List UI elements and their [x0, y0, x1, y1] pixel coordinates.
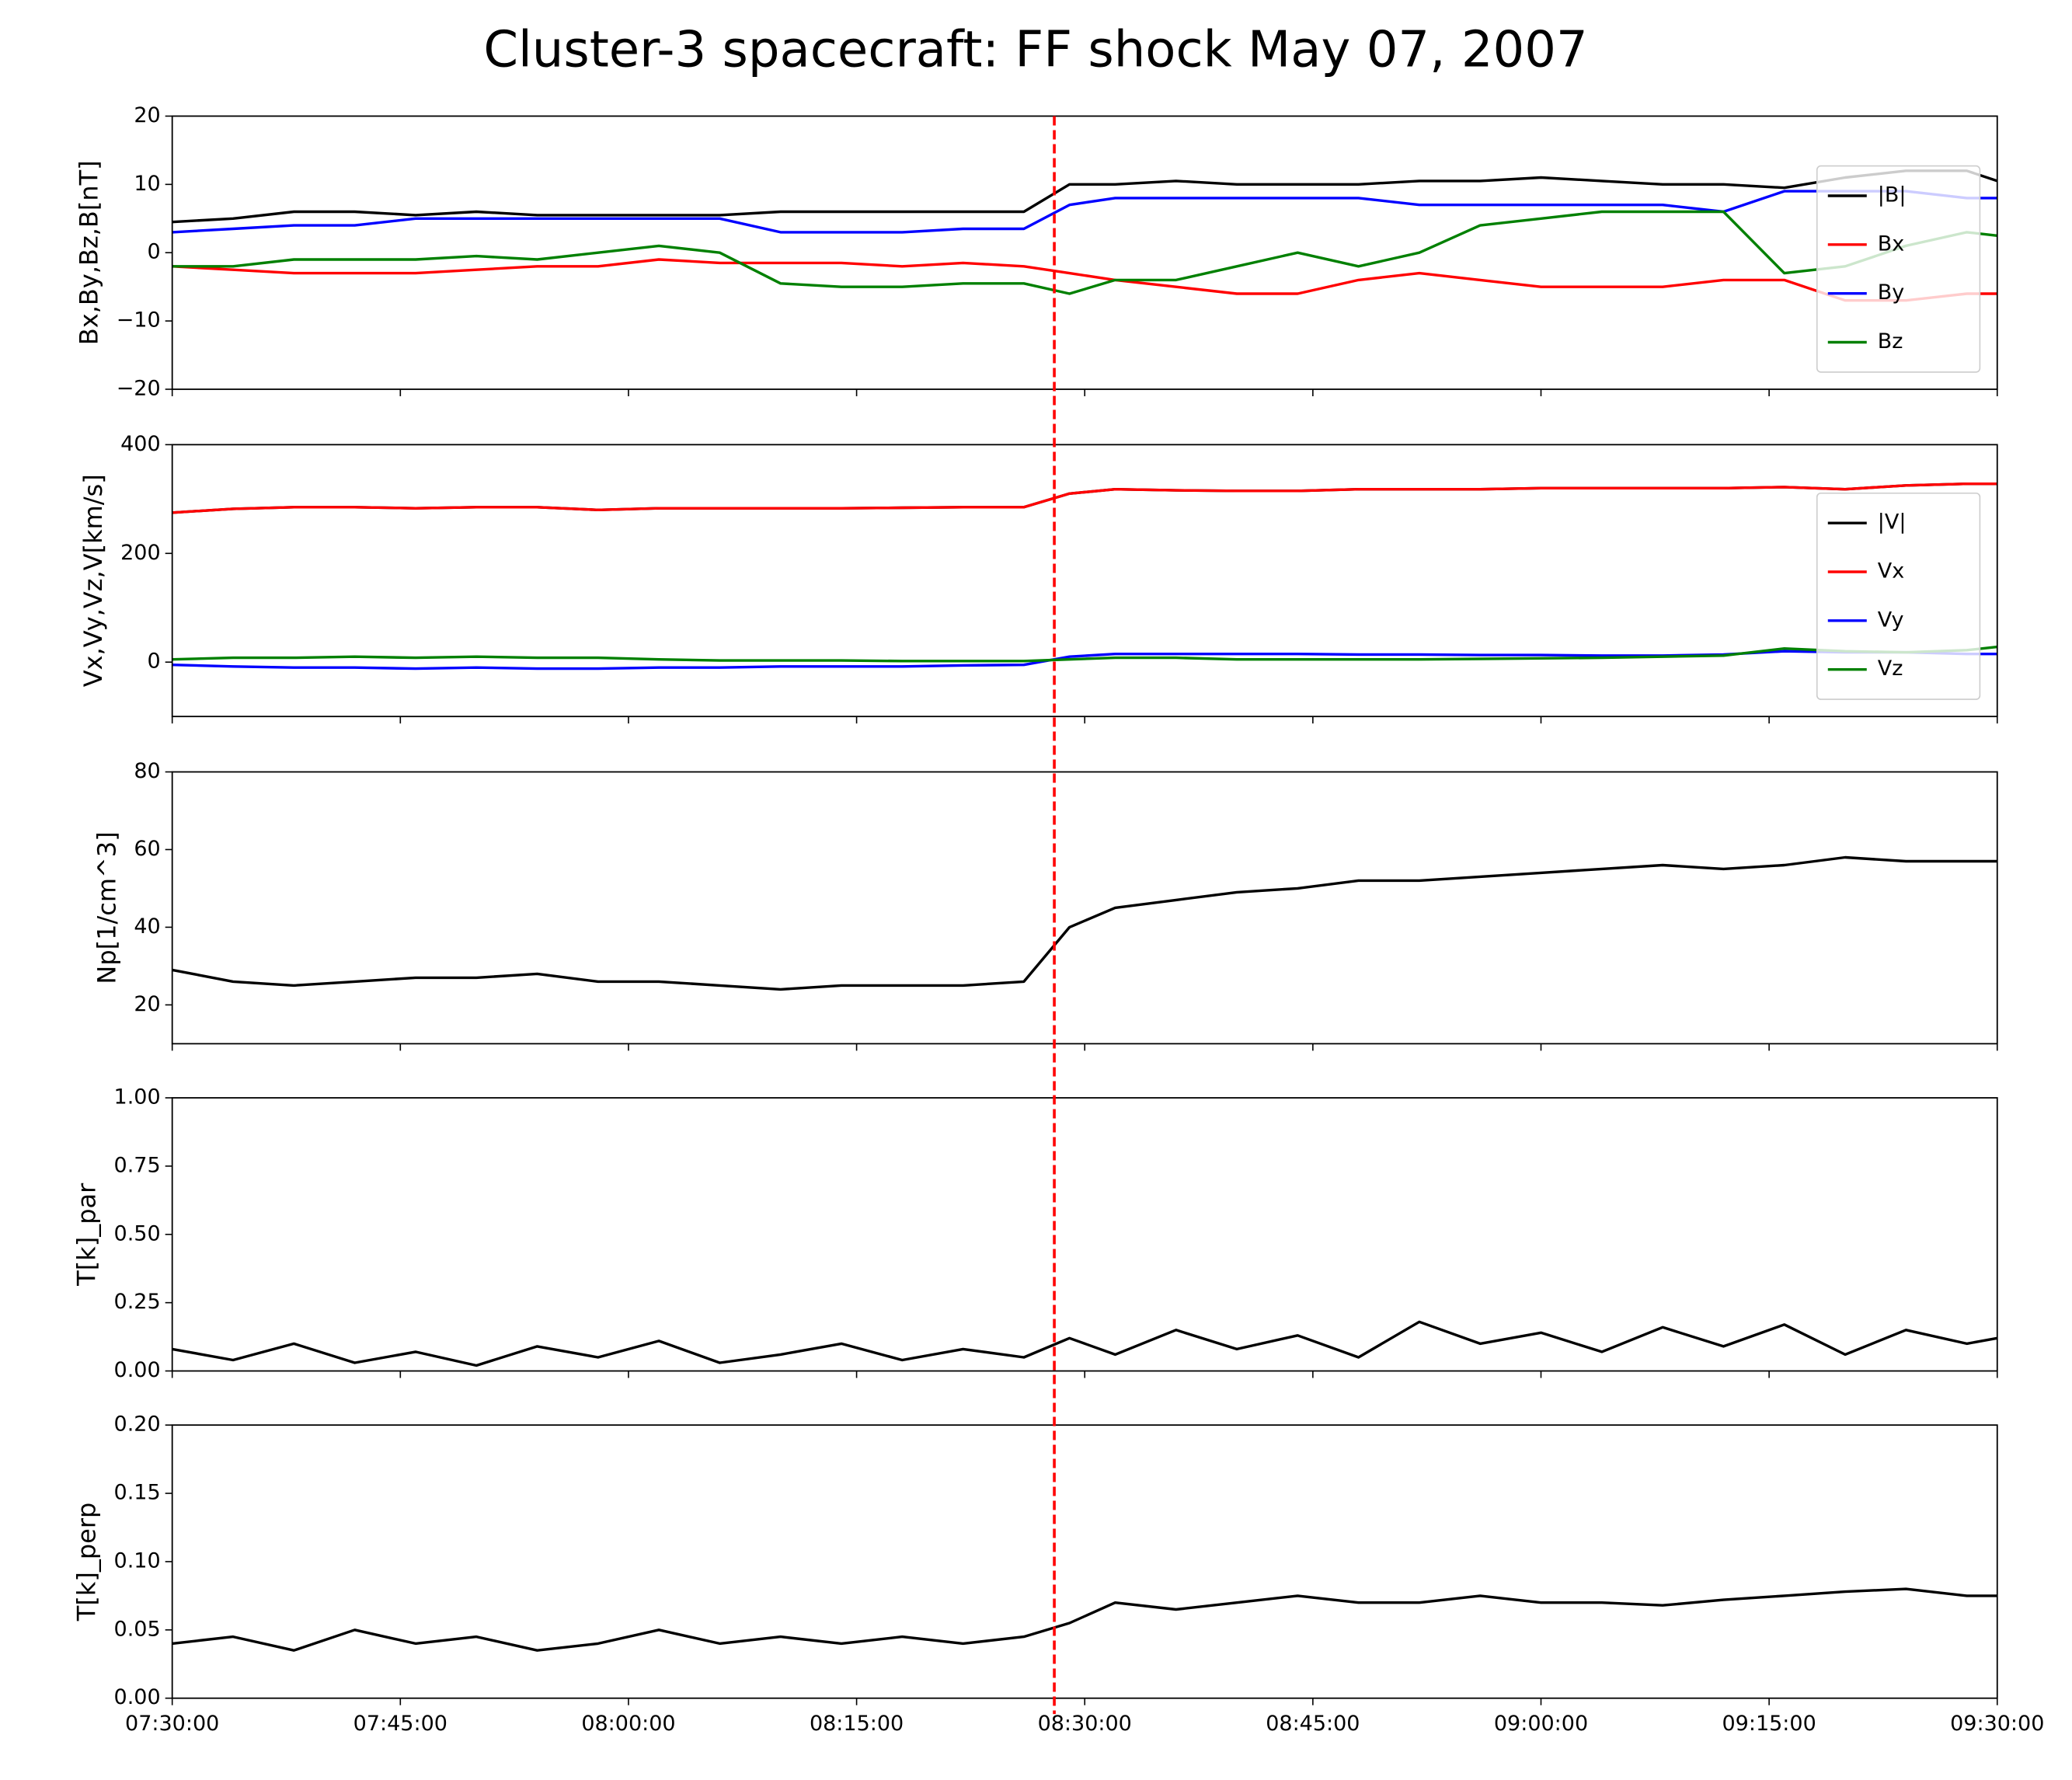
y-tick-label: 0: [147, 240, 160, 264]
axes-frame: [171, 1424, 1998, 1699]
x-tick-label: 08:30:00: [1038, 1712, 1132, 1736]
x-tick-label: 09:15:00: [1722, 1712, 1816, 1736]
data-line: [172, 1320, 1998, 1367]
data-line: [172, 169, 1998, 224]
y-axis-label: T[k]_par: [72, 1183, 102, 1287]
legend-label: By: [1878, 280, 1905, 305]
y-tick-label: 0.15: [114, 1481, 161, 1505]
legend-box: [1816, 165, 1981, 373]
data-line: [172, 482, 1997, 514]
y-axis-label: Np[1/cm^3]: [92, 831, 121, 984]
x-tick-label: 09:00:00: [1494, 1712, 1588, 1736]
x-tick-label: 08:15:00: [810, 1712, 904, 1736]
panel: −20 −10 0 10 20 Bx,By,Bz,B[nT] |B| Bx By Bz: [75, 103, 1998, 400]
y-axis-label: Vx,Vy,Vz,V[km/s]: [78, 474, 108, 687]
x-tick-label: 08:00:00: [581, 1712, 675, 1736]
panel: 0 200 400 Vx,Vy,Vz,V[km/s] |V| Vx Vy Vz: [78, 432, 1998, 724]
panel: 20 40 60 80 Np[1/cm^3]: [92, 759, 1998, 1051]
y-tick-label: −10: [117, 308, 161, 333]
legend-label: Bx: [1878, 232, 1905, 256]
x-tick-label: 08:45:00: [1266, 1712, 1360, 1736]
data-line: [172, 1587, 1997, 1652]
y-tick-label: 0.50: [114, 1221, 161, 1245]
data-line: [172, 645, 1997, 663]
data-line: [172, 210, 1997, 295]
y-tick-label: 20: [134, 103, 160, 127]
legend-label: |V|: [1878, 510, 1907, 535]
x-tick-label: 07:30:00: [125, 1712, 219, 1736]
y-tick-label: 0: [147, 650, 160, 674]
y-tick-label: 60: [134, 837, 160, 861]
axes-frame: [171, 444, 1998, 718]
y-tick-label: 200: [120, 541, 161, 565]
axes-frame: [171, 115, 1998, 390]
legend-box: [1816, 492, 1981, 700]
y-tick-label: −20: [117, 376, 161, 400]
axes-frame: [171, 1097, 1998, 1372]
legend-label: Vz: [1878, 657, 1903, 681]
y-tick-label: 0.25: [114, 1290, 161, 1314]
data-line: [172, 258, 1997, 302]
y-axis-label: T[k]_perp: [72, 1503, 102, 1622]
y-axis-label: Bx,By,Bz,B[nT]: [75, 160, 104, 345]
legend-label: Vx: [1878, 559, 1904, 583]
x-tick-label: 09:30:00: [1950, 1712, 2044, 1736]
y-tick-label: 0.20: [114, 1413, 161, 1437]
panel: 0.00 0.05 0.10 0.15 0.20 07:30:00 07:45:00 08:0…: [72, 1413, 2045, 1736]
y-tick-label: 20: [134, 992, 160, 1016]
y-tick-label: 40: [134, 914, 160, 939]
y-tick-label: 0.05: [114, 1617, 161, 1641]
y-tick-label: 400: [120, 432, 161, 456]
y-tick-label: 0.10: [114, 1548, 161, 1573]
y-tick-label: 0.00: [114, 1685, 161, 1709]
legend-label: |B|: [1878, 183, 1907, 207]
legend-label: Bz: [1878, 329, 1903, 354]
y-tick-label: 80: [134, 759, 160, 783]
y-tick-label: 0.00: [114, 1358, 161, 1382]
data-line: [172, 855, 1997, 991]
figure-title: Cluster-3 spacecraft: FF shock May 07, 2…: [483, 22, 1587, 79]
axes-frame: [171, 771, 1998, 1045]
panel: 0.00 0.25 0.50 0.75 1.00 T[k]_par: [72, 1085, 1998, 1382]
y-tick-label: 0.75: [114, 1153, 161, 1177]
legend-label: Vy: [1878, 608, 1904, 632]
y-tick-label: 10: [134, 172, 160, 196]
x-tick-label: 07:45:00: [353, 1712, 447, 1736]
y-tick-label: 1.00: [114, 1085, 161, 1109]
